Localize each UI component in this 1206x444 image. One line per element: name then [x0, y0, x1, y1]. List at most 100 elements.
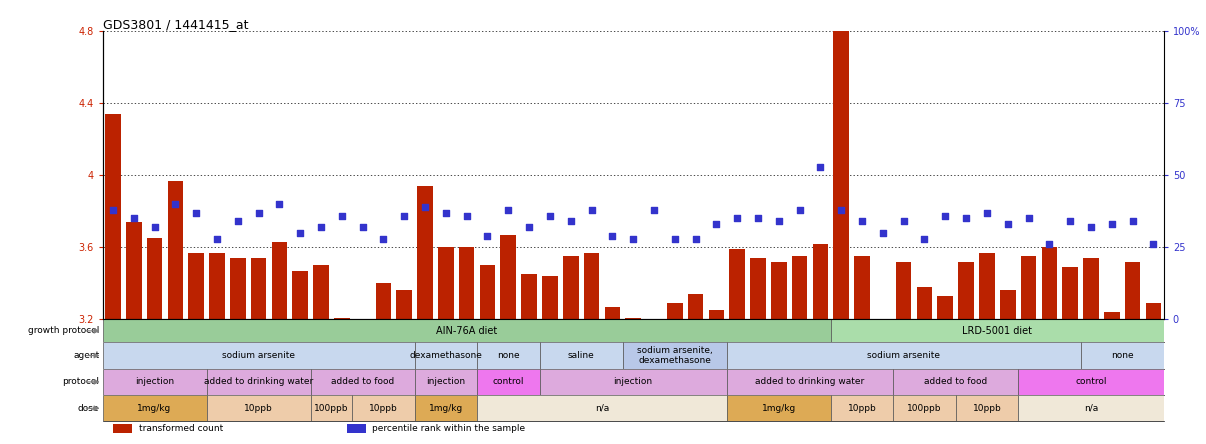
- Bar: [314, 265, 329, 444]
- Bar: [831, 395, 894, 421]
- Point: [1082, 223, 1101, 230]
- Bar: [539, 342, 622, 369]
- Point: [437, 209, 456, 216]
- Point: [873, 229, 892, 236]
- Bar: [352, 395, 415, 421]
- Bar: [103, 395, 206, 421]
- Bar: [230, 258, 246, 444]
- Bar: [1125, 262, 1141, 444]
- Point: [228, 218, 247, 225]
- Point: [520, 223, 539, 230]
- Bar: [1146, 303, 1161, 444]
- Bar: [334, 317, 350, 444]
- Point: [332, 212, 351, 219]
- Point: [1060, 218, 1079, 225]
- Bar: [415, 369, 478, 395]
- Text: 10ppb: 10ppb: [244, 404, 273, 413]
- Bar: [478, 342, 539, 369]
- Bar: [727, 369, 894, 395]
- Bar: [105, 114, 121, 444]
- Bar: [1000, 290, 1015, 444]
- Point: [1143, 241, 1163, 248]
- Point: [769, 218, 789, 225]
- Point: [1019, 215, 1038, 222]
- Point: [644, 206, 663, 214]
- Text: GDS3801 / 1441415_at: GDS3801 / 1441415_at: [103, 18, 248, 31]
- Bar: [831, 319, 1164, 342]
- Text: none: none: [1111, 351, 1134, 360]
- Text: injection: injection: [426, 377, 466, 386]
- Point: [145, 223, 164, 230]
- Text: 100ppb: 100ppb: [907, 404, 942, 413]
- Bar: [209, 253, 224, 444]
- Bar: [979, 253, 995, 444]
- Bar: [355, 319, 370, 444]
- Bar: [206, 395, 311, 421]
- Point: [353, 223, 373, 230]
- Bar: [1062, 267, 1078, 444]
- Point: [832, 206, 851, 214]
- Bar: [292, 271, 308, 444]
- Text: agent: agent: [74, 351, 99, 360]
- Bar: [1042, 247, 1058, 444]
- Point: [707, 221, 726, 228]
- Bar: [168, 181, 183, 444]
- Text: injection: injection: [135, 377, 174, 386]
- Bar: [397, 290, 412, 444]
- Point: [291, 229, 310, 236]
- Bar: [1083, 258, 1099, 444]
- Point: [124, 215, 144, 222]
- Point: [727, 215, 747, 222]
- Text: added to drinking water: added to drinking water: [755, 377, 865, 386]
- Bar: [604, 307, 620, 444]
- Point: [248, 209, 268, 216]
- Point: [853, 218, 872, 225]
- Bar: [539, 369, 727, 395]
- Bar: [959, 262, 974, 444]
- Text: added to food: added to food: [924, 377, 988, 386]
- Text: dexamethasone: dexamethasone: [409, 351, 482, 360]
- Bar: [626, 317, 640, 444]
- Bar: [206, 369, 311, 395]
- Text: 10ppb: 10ppb: [972, 404, 1001, 413]
- Bar: [311, 369, 415, 395]
- Bar: [543, 276, 557, 444]
- Bar: [375, 283, 391, 444]
- Bar: [894, 369, 1018, 395]
- Point: [666, 235, 685, 242]
- Point: [165, 201, 185, 208]
- Point: [540, 212, 560, 219]
- Bar: [750, 258, 766, 444]
- Bar: [894, 395, 955, 421]
- Bar: [622, 342, 727, 369]
- Bar: [646, 328, 662, 444]
- Point: [478, 232, 497, 239]
- Point: [603, 232, 622, 239]
- Bar: [251, 258, 267, 444]
- Text: growth protocol: growth protocol: [28, 326, 99, 335]
- Text: 10ppb: 10ppb: [369, 404, 398, 413]
- Bar: [125, 222, 141, 444]
- Point: [415, 203, 434, 210]
- Bar: [563, 256, 579, 444]
- Text: 1mg/kg: 1mg/kg: [137, 404, 171, 413]
- Bar: [584, 253, 599, 444]
- Bar: [727, 342, 1081, 369]
- Point: [1040, 241, 1059, 248]
- Point: [749, 215, 768, 222]
- Point: [1102, 221, 1122, 228]
- Point: [956, 215, 976, 222]
- Text: LRD-5001 diet: LRD-5001 diet: [962, 326, 1032, 336]
- Bar: [896, 262, 912, 444]
- Text: 1mg/kg: 1mg/kg: [429, 404, 463, 413]
- Point: [999, 221, 1018, 228]
- Point: [374, 235, 393, 242]
- Text: n/a: n/a: [1084, 404, 1099, 413]
- Point: [311, 223, 330, 230]
- Point: [894, 218, 913, 225]
- Text: protocol: protocol: [63, 377, 99, 386]
- Text: percentile rank within the sample: percentile rank within the sample: [373, 424, 525, 433]
- Bar: [346, 424, 365, 433]
- Text: AIN-76A diet: AIN-76A diet: [437, 326, 497, 336]
- Bar: [500, 234, 516, 444]
